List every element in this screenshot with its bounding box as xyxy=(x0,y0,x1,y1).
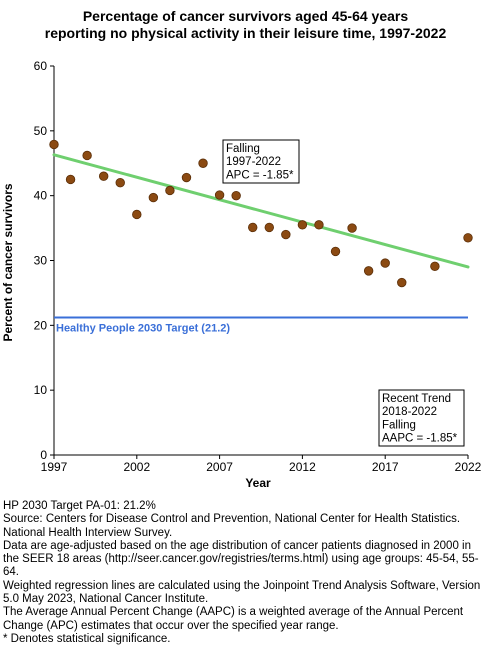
chart: 0 10 20 30 40 50 60 1997 2002 2007 2012 2017 2022 Yea… xyxy=(1,59,482,490)
data-point xyxy=(231,190,241,201)
data-point xyxy=(198,158,208,168)
x-tick-label: 2012 xyxy=(289,460,316,474)
x-tick-label: 1997 xyxy=(41,460,68,474)
footnote: * Denotes statistical significance. xyxy=(3,632,171,645)
footnote: HP 2030 Target PA-01: 21.2% xyxy=(3,500,156,512)
data-point xyxy=(65,174,76,185)
data-point xyxy=(363,266,374,276)
y-tick-label: 0 xyxy=(40,448,47,462)
data-point xyxy=(148,192,159,203)
y-tick-label: 20 xyxy=(34,318,48,332)
trend-line xyxy=(52,153,470,269)
chart-title-line-2: reporting no physical activity in their … xyxy=(44,25,447,41)
footnotes: HP 2030 Target PA-01: 21.2% Source: Cent… xyxy=(3,500,489,646)
x-tick-label: 2002 xyxy=(123,460,150,474)
data-point xyxy=(181,172,192,183)
data-point xyxy=(397,277,407,288)
footnote: Source: Centers for Disease Control and … xyxy=(3,513,461,539)
y-tick-label: 30 xyxy=(34,254,48,268)
y-tick-label: 50 xyxy=(34,124,48,138)
data-point xyxy=(430,261,440,272)
data-point xyxy=(297,220,308,230)
footnote: Weighted regression lines are calculated… xyxy=(3,579,481,606)
data-point xyxy=(49,139,59,150)
footnote: The Average Annual Percent Change (AAPC)… xyxy=(3,606,464,632)
annotation-text: AAPC = -1.85* xyxy=(382,433,458,445)
annotation-box xyxy=(378,389,465,447)
data-point xyxy=(214,190,225,200)
y-tick-label: 60 xyxy=(34,59,48,73)
annotation-box xyxy=(222,139,300,184)
data-point xyxy=(82,150,92,161)
target-label: Healthy People 2030 Target (21.2) xyxy=(56,323,230,335)
data-point xyxy=(463,233,473,243)
data-point xyxy=(264,222,274,233)
y-tick-label: 40 xyxy=(34,189,48,203)
x-axis-label: Year xyxy=(245,476,271,490)
data-point xyxy=(248,222,258,233)
chart-title: Percentage of cancer survivors aged 45-6… xyxy=(0,8,491,42)
data-point xyxy=(347,223,357,233)
annotation-text: 2018-2022 xyxy=(382,406,437,418)
chart-title-line-1: Percentage of cancer survivors aged 45-6… xyxy=(82,8,409,24)
footnote: Data are age-adjusted based on the age d… xyxy=(3,539,479,579)
annotation-text: Falling xyxy=(226,143,260,155)
data-point xyxy=(165,185,175,196)
x-tick-label: 2007 xyxy=(206,460,233,474)
annotation-text: Recent Trend xyxy=(382,393,451,405)
data-point xyxy=(98,171,109,181)
annotation-text: APC = -1.85* xyxy=(226,169,294,181)
data-point xyxy=(281,229,291,240)
data-point xyxy=(314,220,324,230)
data-point xyxy=(115,177,125,188)
y-axis-label: Percent of cancer survivors xyxy=(1,183,15,341)
data-point xyxy=(132,209,142,220)
x-tick-label: 2022 xyxy=(455,460,482,474)
x-tick-label: 2017 xyxy=(372,460,399,474)
y-tick-label: 10 xyxy=(34,383,48,397)
annotation-text: 1997-2022 xyxy=(226,156,281,168)
annotation-text: Falling xyxy=(382,419,416,431)
data-point xyxy=(330,246,341,257)
data-point xyxy=(380,258,390,268)
